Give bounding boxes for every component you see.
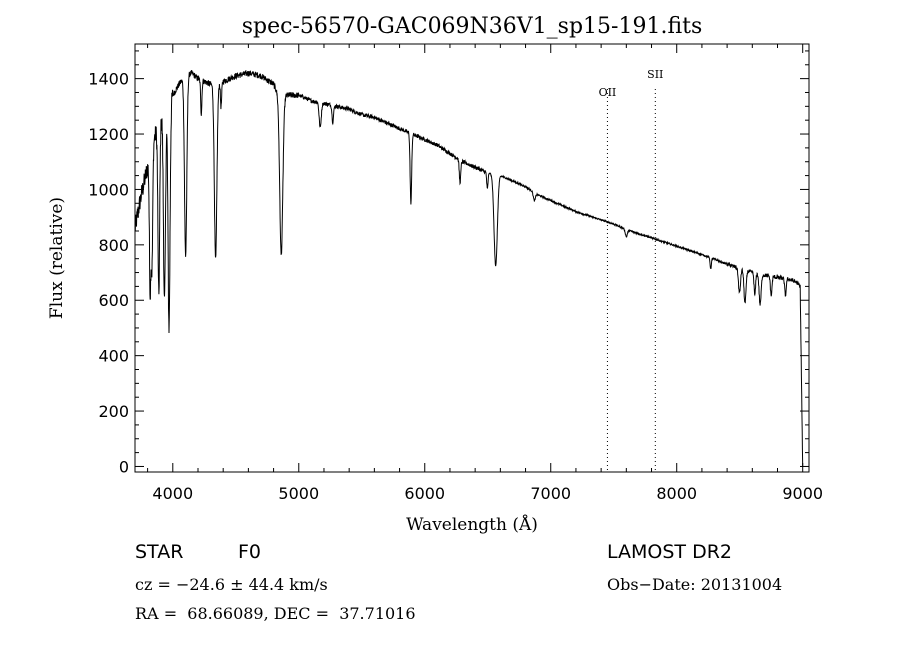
y-tick-label: 1200	[88, 125, 129, 144]
plot-frame	[134, 43, 810, 473]
y-tick-label: 0	[119, 457, 129, 476]
y-axis-label: Flux (relative)	[47, 197, 67, 319]
object-class: STAR	[135, 541, 184, 563]
x-tick-label: 9000	[782, 484, 823, 503]
y-tick-label: 400	[98, 347, 129, 366]
y-tick-label: 600	[98, 291, 129, 310]
annotation-label: OII	[599, 86, 617, 99]
x-tick-label: 8000	[656, 484, 697, 503]
x-tick-label: 6000	[404, 484, 445, 503]
y-tick-label: 1000	[88, 180, 129, 199]
annotation-label: SII	[647, 68, 663, 81]
object-subclass: F0	[238, 541, 262, 563]
observation-date: Obs−Date: 20131004	[607, 575, 783, 594]
y-tick-label: 800	[98, 236, 129, 255]
spectrum-line	[134, 70, 804, 467]
y-tick-label: 200	[98, 402, 129, 421]
plot-area: 4000 5000 6000 7000 8000 9000 0 200 400 600 800 100…	[88, 43, 823, 503]
redshift-velocity: cz = −24.6 ± 44.4 km/s	[135, 575, 328, 594]
coordinates: RA = 68.66089, DEC = 37.71016	[135, 604, 416, 623]
x-tick-label: 4000	[152, 484, 193, 503]
x-tick-label: 5000	[278, 484, 319, 503]
y-tick-label: 1400	[88, 70, 129, 89]
chart-title: spec-56570-GAC069N36V1_sp15-191.fits	[242, 14, 703, 39]
x-tick-label: 7000	[530, 484, 571, 503]
survey-release: LAMOST DR2	[607, 541, 732, 563]
x-axis-label: Wavelength (Å)	[406, 514, 538, 535]
